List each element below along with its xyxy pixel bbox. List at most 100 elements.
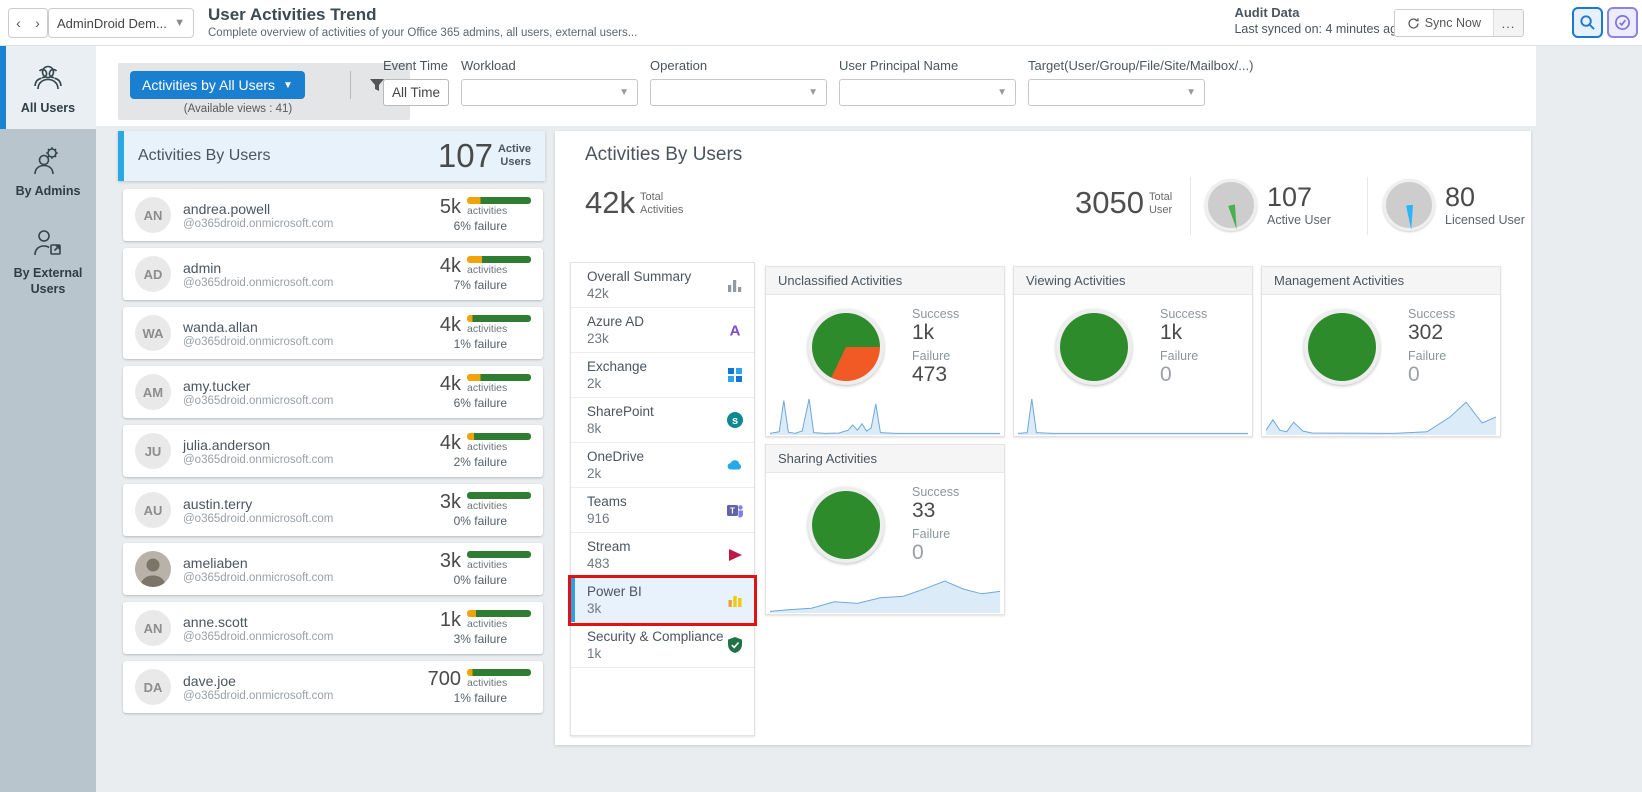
licensed-user-gauge-group: 80 Licensed User bbox=[1383, 179, 1525, 231]
activity-tile[interactable]: Viewing Activities Success 1k Failure 0 bbox=[1013, 266, 1253, 437]
pie-chart-ring bbox=[808, 487, 884, 563]
user-row[interactable]: AU austin.terry @o365droid.onmicrosoft.c… bbox=[123, 484, 543, 536]
workload-row-sharepoint[interactable]: SharePoint 8k s bbox=[571, 398, 754, 443]
workload-row-power-bi[interactable]: Power BI 3k bbox=[571, 578, 754, 623]
activity-unit-label: activities bbox=[467, 618, 507, 630]
failure-value: 0 bbox=[1408, 363, 1455, 387]
workload-name: OneDrive bbox=[587, 449, 720, 464]
activity-tile[interactable]: Sharing Activities Success 33 Failure 0 bbox=[765, 444, 1005, 615]
search-button[interactable] bbox=[1572, 7, 1603, 38]
filter-field-control[interactable]: ▼ bbox=[1028, 79, 1205, 106]
activity-count: 1k bbox=[440, 610, 461, 630]
sharepoint-icon: s bbox=[726, 411, 744, 429]
filter-field-control[interactable]: ▼ bbox=[650, 79, 827, 106]
filter-fields: Event Time All Time ▼ Workload ▼ Operati… bbox=[383, 58, 1253, 106]
forward-arrow-icon[interactable]: › bbox=[28, 15, 47, 31]
workload-row-exchange[interactable]: Exchange 2k bbox=[571, 353, 754, 398]
activity-count: 4k bbox=[440, 374, 461, 394]
filter-field-control[interactable]: ▼ bbox=[461, 79, 638, 106]
svg-text:A: A bbox=[730, 323, 741, 340]
schedule-button[interactable] bbox=[1607, 7, 1638, 38]
user-row[interactable]: DA dave.joe @o365droid.onmicrosoft.com 7… bbox=[123, 661, 543, 713]
user-row[interactable]: AN anne.scott @o365droid.onmicrosoft.com… bbox=[123, 602, 543, 654]
activity-count: 3k bbox=[440, 492, 461, 512]
workload-count: 23k bbox=[587, 331, 720, 346]
workload-name: Security & Compliance bbox=[587, 629, 720, 644]
workload-row-teams[interactable]: Teams 916 T bbox=[571, 488, 754, 533]
filter-bar: Activities by All Users ▼ (Available vie… bbox=[96, 46, 1536, 126]
total-activities-label: Total Activities bbox=[640, 191, 683, 217]
user-list: AN andrea.powell @o365droid.onmicrosoft.… bbox=[123, 189, 543, 720]
user-row[interactable]: AN andrea.powell @o365droid.onmicrosoft.… bbox=[123, 189, 543, 241]
back-arrow-icon[interactable]: ‹ bbox=[9, 15, 28, 31]
workload-row-stream[interactable]: Stream 483 bbox=[571, 533, 754, 578]
workload-name: Teams bbox=[587, 494, 720, 509]
sidebar-item-by-external-users[interactable]: By External Users bbox=[0, 211, 96, 309]
activity-bar bbox=[467, 197, 531, 204]
bar-chart-gray-icon bbox=[726, 276, 744, 294]
user-row[interactable]: WA wanda.allan @o365droid.onmicrosoft.co… bbox=[123, 307, 543, 359]
filter-field-control[interactable]: All Time ▼ bbox=[383, 79, 449, 106]
activity-tile[interactable]: Management Activities Success 302 Failur… bbox=[1261, 266, 1501, 437]
workload-row-azure-ad[interactable]: Azure AD 23k A bbox=[571, 308, 754, 353]
activity-tile-title: Sharing Activities bbox=[766, 445, 1004, 473]
licensed-user-gauge bbox=[1383, 179, 1435, 231]
user-name: admin bbox=[183, 260, 333, 276]
pie-chart bbox=[812, 491, 880, 559]
user-row[interactable]: JU julia.anderson @o365droid.onmicrosoft… bbox=[123, 425, 543, 477]
sidebar-item-by-admins[interactable]: By Admins bbox=[0, 129, 96, 212]
views-dropdown-button[interactable]: Activities by All Users ▼ bbox=[130, 71, 305, 99]
audit-data-block: Audit Data Last synced on: 4 minutes ago bbox=[1234, 5, 1404, 36]
sidebar-item-all-users[interactable]: All Users bbox=[0, 46, 96, 129]
user-row[interactable]: AD admin @o365droid.onmicrosoft.com 4k a… bbox=[123, 248, 543, 300]
failure-percent: 7% failure bbox=[440, 278, 531, 292]
workload-name: Power BI bbox=[587, 584, 720, 599]
workload-row-onedrive[interactable]: OneDrive 2k bbox=[571, 443, 754, 488]
sync-icon bbox=[1407, 17, 1420, 30]
active-user-gauge bbox=[1205, 179, 1257, 231]
workload-count: 2k bbox=[587, 466, 720, 481]
user-row[interactable]: ameliaben @o365droid.onmicrosoft.com 3k … bbox=[123, 543, 543, 595]
sync-now-button[interactable]: Sync Now bbox=[1395, 10, 1493, 36]
powerbi-icon bbox=[726, 591, 744, 609]
active-user-value: 107 bbox=[1267, 184, 1331, 211]
activity-unit-label: activities bbox=[467, 323, 507, 335]
activity-tile-title: Management Activities bbox=[1262, 267, 1500, 295]
failure-percent: 2% failure bbox=[440, 455, 531, 469]
trend-sparkline bbox=[770, 395, 1000, 435]
chevron-down-icon: ▼ bbox=[997, 87, 1007, 98]
workload-row-security-compliance[interactable]: Security & Compliance 1k bbox=[571, 623, 754, 668]
user-domain: @o365droid.onmicrosoft.com bbox=[183, 218, 333, 230]
avatar: AD bbox=[135, 256, 171, 292]
failure-label: Failure bbox=[912, 349, 959, 363]
failure-value: 473 bbox=[912, 363, 959, 387]
exchange-icon bbox=[726, 366, 744, 384]
workload-name: Overall Summary bbox=[587, 269, 720, 284]
user-name: amy.tucker bbox=[183, 378, 333, 394]
chevron-down-icon: ▼ bbox=[1186, 87, 1196, 98]
sidebar-item-label: All Users bbox=[4, 101, 92, 117]
filter-field-control[interactable]: ▼ bbox=[839, 79, 1016, 106]
last-synced-text: Last synced on: 4 minutes ago bbox=[1234, 22, 1404, 36]
activity-tile-body: Success 302 Failure 0 bbox=[1262, 295, 1500, 437]
users-group-icon bbox=[4, 62, 92, 94]
chevron-down-icon: ▼ bbox=[808, 87, 818, 98]
activity-tile[interactable]: Unclassified Activities Success 1k Failu… bbox=[765, 266, 1005, 437]
chevron-down-icon: ▼ bbox=[619, 87, 629, 98]
tenant-dropdown[interactable]: AdminDroid Dem... ▼ bbox=[48, 8, 194, 38]
trend-sparkline bbox=[1266, 395, 1496, 435]
users-panel-header[interactable]: Activities By Users 107 Active Users bbox=[118, 131, 545, 181]
activity-unit-label: activities bbox=[467, 500, 507, 512]
workload-name: Stream bbox=[587, 539, 720, 554]
user-activity-stats: 3k activities 0% failure bbox=[440, 551, 531, 587]
user-row[interactable]: AM amy.tucker @o365droid.onmicrosoft.com… bbox=[123, 366, 543, 418]
licensed-user-label: Licensed User bbox=[1445, 213, 1525, 227]
workload-count: 1k bbox=[587, 646, 720, 661]
more-options-button[interactable]: ... bbox=[1493, 10, 1523, 36]
workload-name: Exchange bbox=[587, 359, 720, 374]
workload-row-overall-summary[interactable]: Overall Summary 42k bbox=[571, 263, 754, 308]
user-domain: @o365droid.onmicrosoft.com bbox=[183, 395, 333, 407]
workload-count: 42k bbox=[587, 286, 720, 301]
nav-arrows[interactable]: ‹ › bbox=[8, 8, 48, 38]
user-names: anne.scott @o365droid.onmicrosoft.com bbox=[183, 614, 333, 643]
